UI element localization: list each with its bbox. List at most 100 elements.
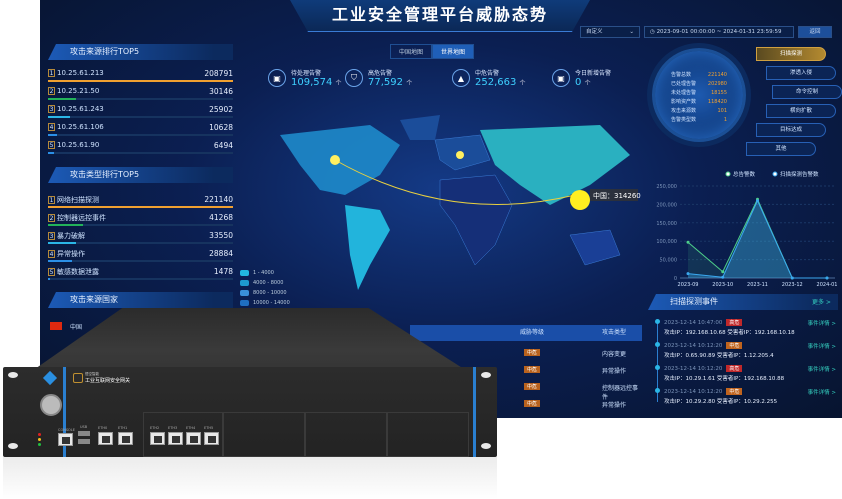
alert-trend-chart: 0 50,000 100,000 150,000 200,000 250,000 2023-… xyxy=(656,170,837,288)
date-range-input[interactable]: ◷ 2023-09-01 00:00:00 ~ 2024-01-31 23:59… xyxy=(644,26,794,38)
panel-title-events: 扫描探测事件 xyxy=(648,294,838,310)
data-point xyxy=(721,275,725,279)
event-detail-link[interactable]: 事件详情 > xyxy=(807,321,836,327)
table-row[interactable]: 中危 异常操作 xyxy=(410,397,642,413)
event-detail-link[interactable]: 事件详情 > xyxy=(807,390,836,396)
phase-button[interactable]: 横向扩散 xyxy=(766,104,836,118)
tab-china-map[interactable]: 中国地图 xyxy=(390,44,433,59)
china-hotspot xyxy=(570,190,590,210)
summary-row: 告警总数 221140 xyxy=(655,71,743,80)
back-button[interactable]: 返回 xyxy=(798,26,832,38)
rank-label: 5 10.25.61.90 xyxy=(48,141,99,149)
panel-title-source: 攻击来源排行TOP5 xyxy=(48,44,233,60)
attack-type: 内容变更 xyxy=(602,351,627,358)
warning-icon: ▲ xyxy=(452,69,470,87)
table-row[interactable]: 中危 异常操作 xyxy=(410,363,642,379)
timeline-dot xyxy=(655,319,660,324)
australia xyxy=(569,229,621,266)
rank-item: 1 网络扫描探测 221140 xyxy=(48,192,233,210)
rank-bar xyxy=(48,152,233,154)
data-point xyxy=(756,199,759,203)
event-ips: 攻击IP：192.168.10.68 受害者IP：192.168.10.18 xyxy=(664,330,795,336)
event-time: 2023-12-14 10:47:00 xyxy=(664,320,723,326)
phase-button[interactable]: 目标达成 xyxy=(756,123,826,137)
event-level-badge: 高危 xyxy=(726,365,743,372)
data-point xyxy=(686,240,690,244)
phase-button[interactable]: 扫描探测 xyxy=(756,47,826,61)
table-row[interactable]: 中危 控制器远控事件 xyxy=(410,380,642,401)
map-legend-label: 4000 - 8000 xyxy=(253,280,284,286)
china-flag-icon xyxy=(50,322,62,330)
legend-label: 总告警数 xyxy=(733,170,756,178)
threat-level-badge: 中危 xyxy=(524,349,541,356)
rank-item: 3 10.25.61.243 25902 xyxy=(48,102,233,120)
rank-label: 2 控制器远控事件 xyxy=(48,213,106,223)
rank-name: 暴力破解 xyxy=(57,232,85,240)
summary-row: 影响资产数 118420 xyxy=(655,98,743,107)
rank-item: 5 10.25.61.90 6494 xyxy=(48,138,233,156)
eth-label: ETH0 xyxy=(98,426,108,430)
eth-label: ETH4 xyxy=(186,426,196,430)
eth-label: ETH1 xyxy=(118,426,128,430)
clock-icon: ◷ xyxy=(650,29,657,35)
event-level-badge: 高危 xyxy=(726,319,743,326)
ethernet-port xyxy=(168,432,183,445)
phase-button[interactable]: 命令控制 xyxy=(772,85,842,99)
stat-value: 109,574 xyxy=(291,77,333,88)
stat-value: 252,663 xyxy=(475,77,517,88)
rank-label: 4 10.25.61.106 xyxy=(48,123,104,131)
attack-source-point xyxy=(456,151,464,159)
rank-bar xyxy=(48,260,233,262)
console-port xyxy=(58,433,73,446)
stat-label: 中危告警 xyxy=(475,70,500,77)
range-select[interactable]: 自定义 ⌄ xyxy=(580,26,640,38)
stat-card: ▲ 中危告警 252,663 个 xyxy=(452,68,526,88)
shield-icon: ⛉ xyxy=(345,69,363,87)
rank-number: 3 xyxy=(48,232,55,240)
x-tick-label: 2023-10 xyxy=(712,282,733,288)
stat-value: 77,592 xyxy=(368,77,403,88)
title-bar: 工业安全管理平台威胁态势 xyxy=(290,0,590,32)
map-legend-label: 10000 - 14000 xyxy=(253,300,290,306)
range-select-value: 自定义 xyxy=(586,29,603,35)
rank-name: 敏感数据泄露 xyxy=(57,268,99,276)
stat-card: ⛉ 高危告警 77,592 个 xyxy=(345,68,412,88)
summary-row: 攻击来源数 101 xyxy=(655,107,743,116)
rank-label: 3 10.25.61.243 xyxy=(48,105,104,113)
brand-small-text: 悟空智能 xyxy=(85,372,99,376)
threat-level-badge: 中危 xyxy=(524,383,541,390)
summary-label: 影响资产数 xyxy=(671,99,697,105)
event-level-badge: 中危 xyxy=(726,342,743,349)
stat-card: ▣ 今日新增告警 0 个 xyxy=(552,68,611,88)
event-time: 2023-12-14 10:12:20 xyxy=(664,389,723,395)
end-time: 2024-01-31 23:59:59 xyxy=(723,29,782,35)
phase-button[interactable]: 渗透入侵 xyxy=(766,66,836,80)
rank-bar xyxy=(48,116,233,118)
summary-ring: 告警总数 221140 已处理告警 202980 未处理告警 18155 影响资产数 1184… xyxy=(652,48,746,142)
table-row[interactable]: 中危 内容变更 xyxy=(410,346,642,362)
event-detail-link[interactable]: 事件详情 > xyxy=(807,344,836,350)
y-tick-label: 250,000 xyxy=(656,184,677,190)
rank-number: 3 xyxy=(48,105,55,113)
stat-unit: 个 xyxy=(584,80,591,87)
y-tick-label: 50,000 xyxy=(660,258,678,264)
event-detail-link[interactable]: 事件详情 > xyxy=(807,367,836,373)
rank-value: 28884 xyxy=(209,249,233,258)
map-legend: 1 - 4000 4000 - 8000 8000 - 10000 10000 - 1… xyxy=(240,268,290,308)
tab-world-map[interactable]: 世界地图 xyxy=(432,44,475,59)
phase-button[interactable]: 其他 xyxy=(746,142,816,156)
series-area xyxy=(688,199,827,278)
rank-label: 4 异常操作 xyxy=(48,249,85,259)
source-rank-list: 1 10.25.61.213 208791 2 10.25.21.50 30146 3 10.… xyxy=(48,66,233,156)
legend-marker xyxy=(772,171,778,177)
greenland xyxy=(400,115,440,140)
rank-value: 25902 xyxy=(209,105,233,114)
rank-value: 6494 xyxy=(213,141,233,150)
stat-value: 0 xyxy=(575,77,582,88)
event-item: 2023-12-14 10:12:20 中危 事件详情 > 攻击IP：0.65.90.… xyxy=(655,342,836,359)
summary-value: 1 xyxy=(723,117,727,123)
rank-name: 控制器远控事件 xyxy=(57,214,106,222)
rank-value: 208791 xyxy=(204,69,233,78)
map-legend-item: 8000 - 10000 xyxy=(240,288,290,298)
more-link[interactable]: 更多 > xyxy=(812,299,831,306)
